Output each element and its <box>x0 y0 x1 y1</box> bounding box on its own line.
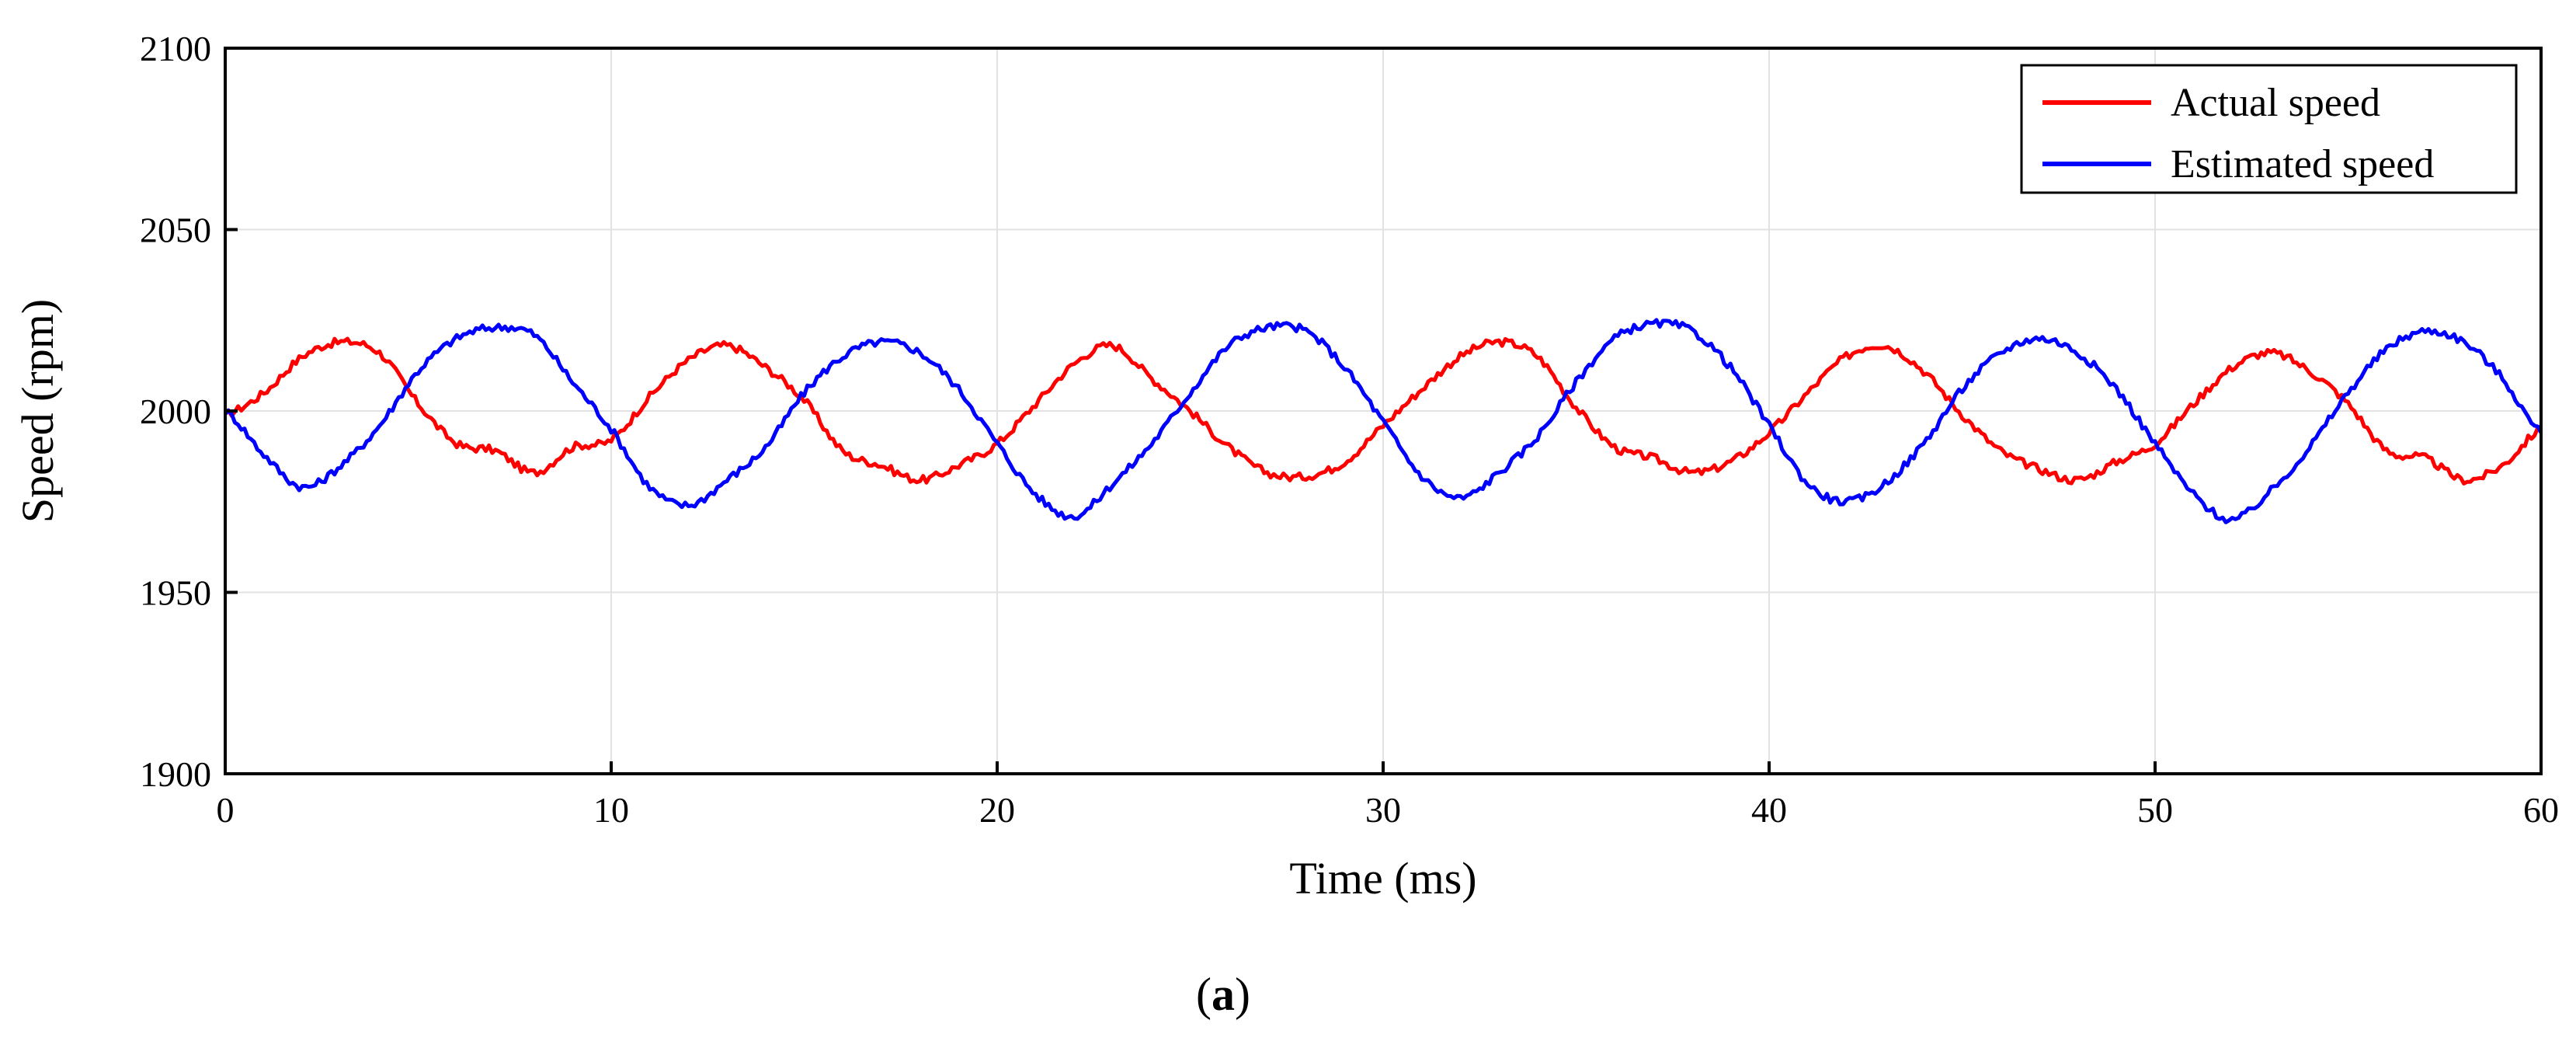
legend-box <box>2020 64 2518 194</box>
caption-letter: a <box>1212 969 1235 1020</box>
caption-open: ( <box>1196 969 1212 1020</box>
legend-label-estimated-speed: Estimated speed <box>2171 142 2434 186</box>
series-line-actual-speed <box>224 336 2543 486</box>
y-tick-label: 2050 <box>140 211 211 250</box>
x-tick-label: 50 <box>2137 790 2173 830</box>
grid-layer <box>225 48 2541 774</box>
x-tick-label: 0 <box>217 790 235 830</box>
x-tick-label: 10 <box>593 790 629 830</box>
y-tick-label: 2100 <box>140 29 211 68</box>
x-tick-label: 60 <box>2523 790 2559 830</box>
x-tick-label: 30 <box>1365 790 1401 830</box>
y-tick-label: 1950 <box>140 573 211 613</box>
figure-caption: (a) <box>1196 969 1250 1020</box>
series-line-estimated-speed <box>224 318 2543 524</box>
y-tick-label: 1900 <box>140 754 211 794</box>
ticks-layer: 0 10 20 30 40 50 60 1900 1950 2000 2050 2100 <box>140 29 2559 830</box>
series-layer <box>224 318 2543 524</box>
y-tick-label: 2000 <box>140 392 211 431</box>
legend-label-actual-speed: Actual speed <box>2171 81 2380 125</box>
x-tick-label: 20 <box>979 790 1015 830</box>
caption-close: ) <box>1235 969 1250 1020</box>
x-axis-title: Time (ms) <box>1289 853 1476 904</box>
x-tick-label: 40 <box>1751 790 1787 830</box>
y-axis-title: Speed (rpm) <box>12 299 63 523</box>
legend[interactable]: Actual speed Estimated speed <box>2020 64 2518 194</box>
